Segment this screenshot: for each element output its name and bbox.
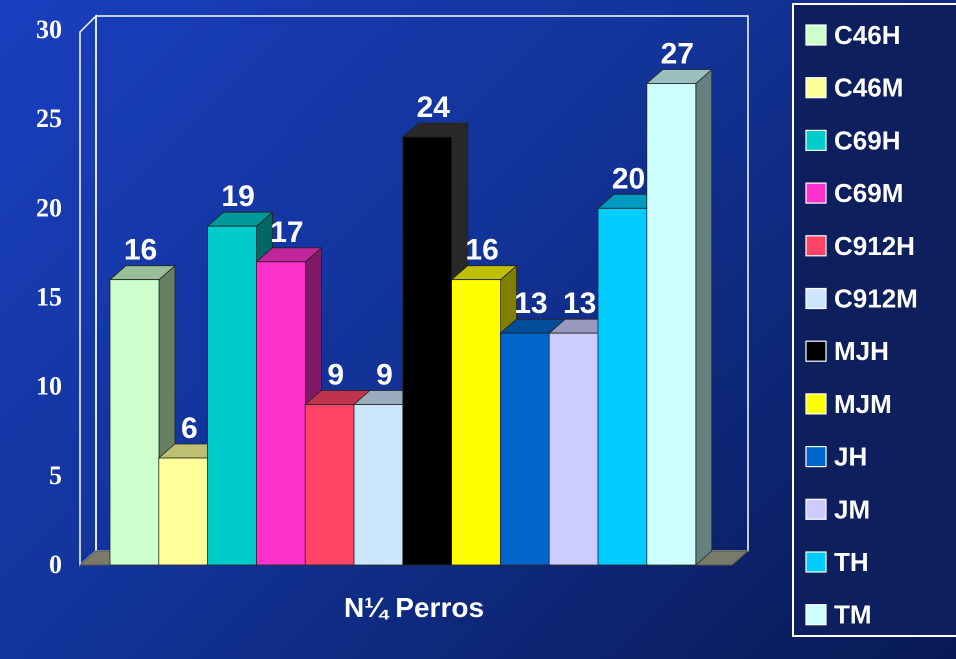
legend-item-MJH: MJH xyxy=(805,336,889,366)
bars xyxy=(108,68,713,566)
legend-item-JH: JH xyxy=(805,442,867,472)
legend-label: TH xyxy=(834,547,869,577)
legend-swatch xyxy=(805,129,827,151)
legend-item-C46H: C46H xyxy=(805,20,900,50)
data-label: 20 xyxy=(612,162,645,195)
x-axis-title: N¼ Perros xyxy=(344,592,484,623)
data-label: 6 xyxy=(181,412,198,445)
legend-item-C912M: C912M xyxy=(805,284,918,314)
y-axis: 0 5 10 15 20 25 30 xyxy=(36,15,62,579)
legend-swatch xyxy=(805,604,827,626)
bar-front xyxy=(548,332,599,566)
legend-box xyxy=(792,3,956,637)
bar-TM xyxy=(645,68,713,566)
data-label: 13 xyxy=(563,287,596,320)
bar-front xyxy=(304,404,355,566)
data-label: 9 xyxy=(327,359,344,392)
legend-label: C912H xyxy=(834,231,915,261)
legend-label: MJH xyxy=(834,336,889,366)
legend-item-MJM: MJM xyxy=(805,389,892,419)
legend-label: C912M xyxy=(834,284,918,314)
bar-front xyxy=(402,136,453,566)
legend-label: C46H xyxy=(834,20,900,50)
legend-label: C69H xyxy=(834,125,900,155)
legend-item-C912H: C912H xyxy=(805,231,915,261)
y-tick-label: 15 xyxy=(36,283,62,312)
legend-swatch xyxy=(805,446,827,468)
bar-front xyxy=(158,457,209,566)
y-tick-label: 0 xyxy=(49,550,62,579)
legend-swatch xyxy=(805,235,827,257)
bar-front xyxy=(353,404,404,566)
legend-swatch xyxy=(805,24,827,46)
bar-C69M xyxy=(255,246,323,566)
y-tick-label: 25 xyxy=(36,104,62,133)
legend-item-C69H: C69H xyxy=(805,125,900,155)
legend-swatch xyxy=(805,551,827,573)
legend-label: JM xyxy=(834,494,870,524)
legend-item-TH: TH xyxy=(805,547,869,577)
data-labels: 16 6 19 17 9 9 24 16 13 13 20 27 xyxy=(124,38,694,446)
bar-front xyxy=(451,279,502,566)
y-tick-label: 10 xyxy=(36,372,62,401)
data-label: 9 xyxy=(376,359,393,392)
legend-swatch xyxy=(805,287,827,310)
legend-swatch xyxy=(805,393,827,415)
bar-front xyxy=(646,83,697,566)
legend-swatch xyxy=(805,77,827,99)
bar-front xyxy=(597,207,648,566)
data-label: 13 xyxy=(514,287,547,320)
legend-item-C46M: C46M xyxy=(805,73,903,103)
data-label: 27 xyxy=(661,38,694,71)
legend-item-TM: TM xyxy=(805,600,872,630)
bar-front xyxy=(255,261,306,566)
side-wall xyxy=(79,14,97,567)
bar-front xyxy=(499,332,550,566)
legend: C46H C46M C69H C69M C912H C912M MJH MJM JH JM TH TM xyxy=(792,3,956,637)
legend-item-JM: JM xyxy=(805,494,870,524)
legend-label: JH xyxy=(834,442,867,472)
y-tick-label: 5 xyxy=(49,461,62,490)
y-tick-label: 20 xyxy=(36,193,62,222)
legend-swatch xyxy=(805,182,827,204)
bar-side xyxy=(695,68,713,566)
legend-label: MJM xyxy=(834,389,892,419)
data-label: 16 xyxy=(124,234,157,267)
legend-label: TM xyxy=(834,600,872,630)
data-label: 16 xyxy=(465,234,498,267)
legend-swatch xyxy=(805,498,827,520)
data-label: 17 xyxy=(270,216,303,249)
data-label: 19 xyxy=(221,180,254,213)
bar-front xyxy=(207,225,258,566)
legend-label: C69M xyxy=(834,178,903,208)
legend-swatch xyxy=(805,340,827,362)
legend-label: C46M xyxy=(834,73,903,103)
bar-front xyxy=(109,279,160,566)
y-tick-label: 30 xyxy=(36,15,62,44)
data-label: 24 xyxy=(417,91,451,124)
legend-item-C69M: C69M xyxy=(805,178,903,208)
